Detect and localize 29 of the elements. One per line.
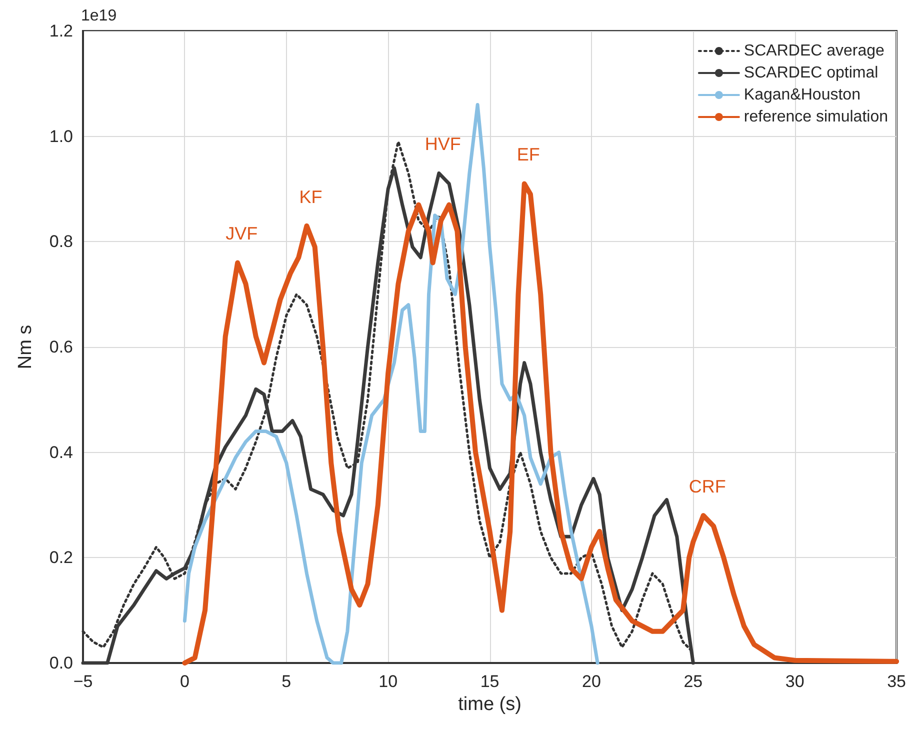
x-tick-label: 5 bbox=[282, 672, 292, 691]
x-axis-title: time (s) bbox=[458, 694, 522, 715]
y-tick-label: 0.2 bbox=[49, 548, 73, 568]
annotation: CRF bbox=[688, 476, 726, 497]
text: 1e19 bbox=[81, 8, 117, 24]
annotation: EF bbox=[516, 144, 540, 165]
legend-label: SCARDEC average bbox=[744, 42, 885, 60]
x-tick-label: 0 bbox=[180, 672, 190, 691]
legend-label: Kagan&Houston bbox=[744, 86, 860, 104]
y-tick-label: 0.8 bbox=[49, 232, 73, 252]
x-tick-label: 15 bbox=[480, 672, 500, 691]
x-tick-label: −5 bbox=[73, 672, 93, 691]
x-tick-label: 30 bbox=[785, 672, 804, 691]
x-tick-label: 35 bbox=[887, 672, 906, 691]
annotation: KF bbox=[299, 186, 322, 207]
y-tick-label: 0.4 bbox=[49, 442, 73, 462]
y-tick-label: 0.6 bbox=[49, 338, 73, 356]
line-series bbox=[182, 102, 600, 665]
annotation: HVF bbox=[424, 134, 461, 154]
x-tick-label: 25 bbox=[684, 672, 703, 691]
y-tick-label: 1.2 bbox=[49, 22, 73, 40]
annotation: JVF bbox=[226, 224, 258, 244]
y-tick-label: 1.0 bbox=[49, 126, 73, 146]
y-tick-label: 0.0 bbox=[49, 654, 73, 672]
y-axis-title: Nm s bbox=[15, 324, 36, 370]
x-tick-label: 10 bbox=[378, 672, 398, 691]
x-tick-label: 20 bbox=[582, 672, 601, 691]
legend-label: reference simulation bbox=[744, 108, 888, 126]
legend-label: SCARDEC optimal bbox=[744, 64, 878, 82]
